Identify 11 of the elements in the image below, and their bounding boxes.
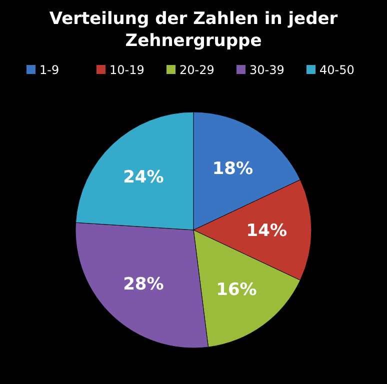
legend-label: 10-19	[110, 63, 144, 77]
legend-label: 40-50	[320, 63, 354, 77]
data-label: 18%	[212, 159, 254, 180]
legend-label: 20-29	[180, 63, 214, 77]
data-label: 14%	[246, 220, 288, 241]
legend-label: 30-39	[250, 63, 284, 77]
chart-title: Verteilung der Zahlen in jeder Zehnergruppe	[49, 9, 338, 51]
data-label: 28%	[123, 274, 164, 294]
data-label: 16%	[216, 280, 257, 300]
legend-label: 1-9	[40, 63, 60, 77]
data-label: 24%	[123, 168, 164, 188]
